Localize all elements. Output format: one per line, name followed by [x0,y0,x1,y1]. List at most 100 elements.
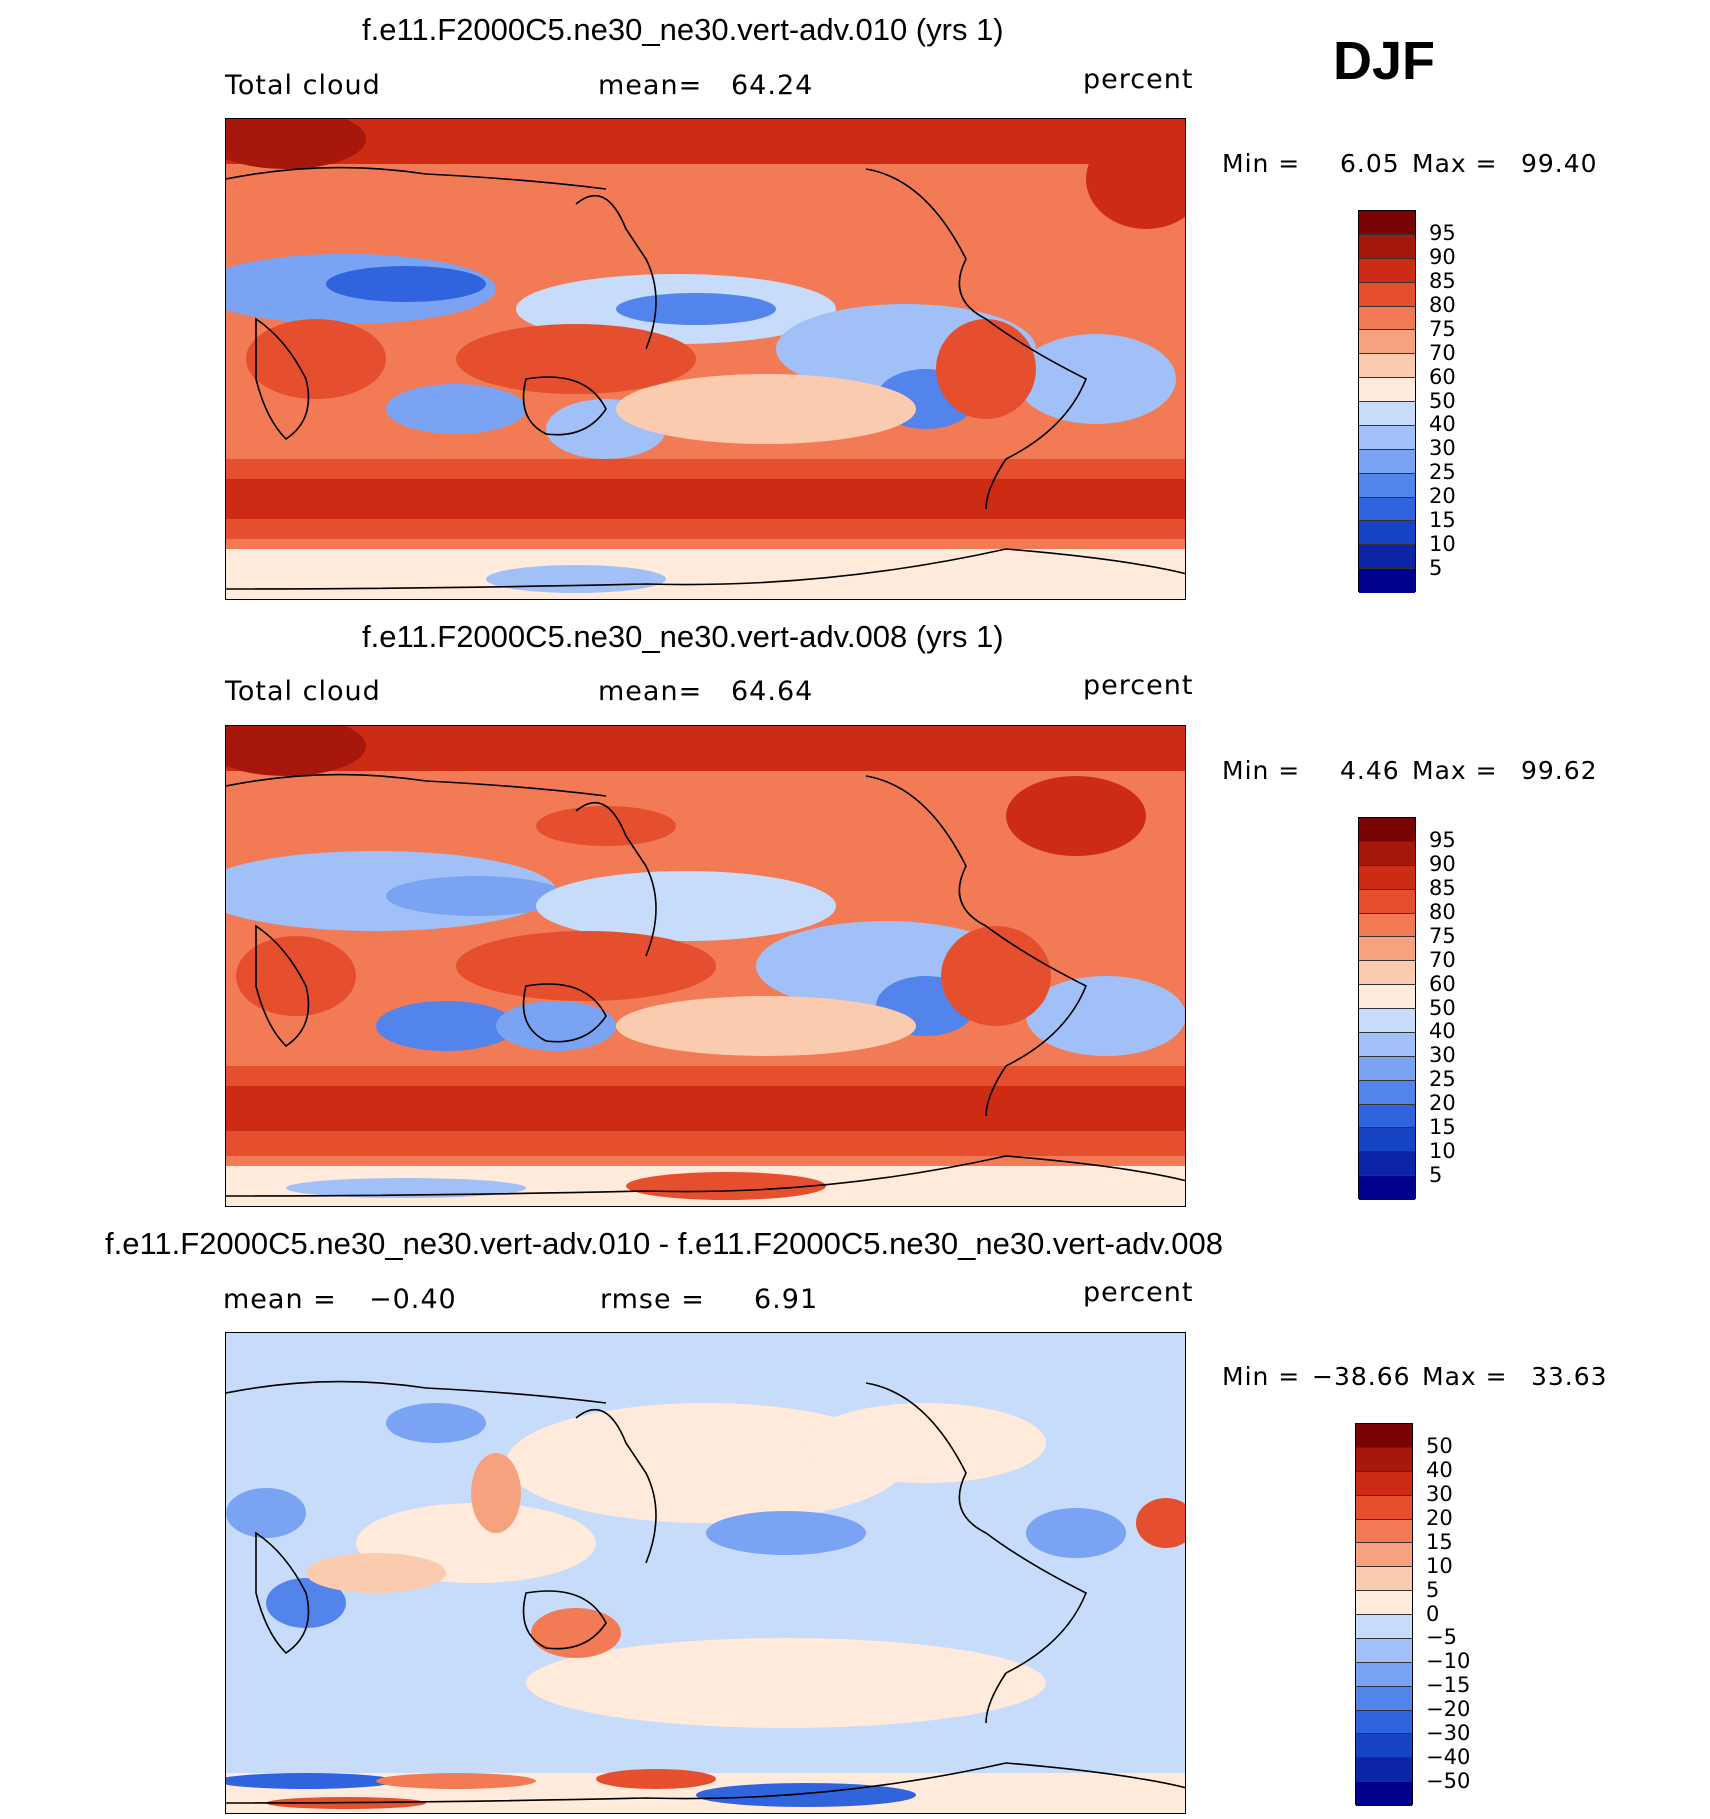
p3-coastline [522,1590,607,1650]
panel2-field [226,726,1185,1206]
p3-blob [306,1553,446,1593]
panel2-min-label: Min = [1222,756,1301,785]
p2-blob [236,936,356,1016]
p3-blob [386,1403,486,1443]
p2-blob [1026,976,1185,1056]
colorbar-tick-label: 60 [1429,364,1456,389]
p1-blob [486,565,666,593]
p1-arctic [226,119,1185,164]
panel2-variable-label: Total cloud [225,676,381,707]
panel3-rmse-label: rmse = [600,1284,705,1315]
p2-southern-core [226,1086,1185,1131]
p2-coastline [865,775,1088,1117]
colorbar-tick-label: 95 [1429,221,1456,246]
p2-blob [376,1001,516,1051]
colorbar-tick-label: 5 [1426,1577,1440,1602]
panel2-min-value: 4.46 [1340,756,1400,785]
colorbar-segment [1359,354,1415,379]
colorbar-segment [1356,1615,1412,1639]
panel3-mean-label: mean = [223,1284,337,1315]
colorbar-tick-label: 15 [1426,1529,1453,1554]
p1-coastline [226,548,1185,590]
colorbar-segment [1359,306,1415,331]
colorbar-segment [1359,1009,1415,1033]
panel1-map [225,118,1186,600]
colorbar-tick-label: 85 [1429,269,1456,294]
colorbar-tick-label: 25 [1429,460,1456,485]
colorbar-tick-label: 50 [1429,388,1456,413]
colorbar-segment [1359,425,1415,450]
panel1-units: percent [1083,64,1194,95]
p1-coastline [575,194,657,350]
p3-blob [1136,1498,1185,1548]
panel3-min-value: −38.66 [1312,1362,1411,1391]
panel2-units: percent [1083,670,1194,701]
colorbar-tick-label: 10 [1429,1138,1456,1163]
colorbar-tick-label: 75 [1429,923,1456,948]
p3-blob [696,1783,916,1807]
colorbar-tick-label: 10 [1426,1553,1453,1578]
p3-blob [706,1511,866,1555]
panel1-colorbar [1358,210,1416,593]
panel2-title: f.e11.F2000C5.ne30_ne30.vert-adv.008 (yr… [362,619,1004,654]
p2-blob [626,1172,826,1200]
colorbar-segment [1359,865,1415,890]
p3-coastline [226,1380,607,1404]
colorbar-tick-label: 25 [1429,1067,1456,1092]
colorbar-tick-label: 40 [1426,1458,1453,1483]
p3-blob [596,1769,716,1789]
colorbar-segment [1359,258,1415,283]
panel3-min-label: Min = [1222,1362,1301,1391]
p3-coastline [226,1762,1185,1804]
panel3-field [226,1333,1185,1813]
colorbar-segment [1359,497,1415,522]
colorbar-tick-label: 40 [1429,412,1456,437]
colorbar-tick-label: −20 [1426,1697,1471,1721]
p2-blob [941,926,1051,1026]
season-label: DJF [1333,31,1436,91]
p1-blob [326,266,486,302]
p1-coastline [255,317,310,441]
colorbar-segment [1359,1152,1415,1177]
p1-blob [1086,129,1185,229]
p3-coastline [575,1408,657,1564]
p3-blob [226,1773,396,1789]
panel3-map [225,1332,1186,1814]
colorbar-tick-label: 95 [1429,828,1456,853]
colorbar-segment [1359,841,1415,866]
panel1-mean-value: 64.24 [731,70,814,101]
p1-blob [936,319,1036,419]
colorbar-tick-label: 15 [1429,507,1456,532]
p2-coastline [226,1155,1185,1197]
colorbar-segment [1359,449,1415,474]
panel2-mean-label: mean= [598,676,703,707]
colorbar-tick-label: −30 [1426,1720,1471,1745]
colorbar-segment [1359,569,1415,593]
colorbar-segment [1359,545,1415,570]
panel3-colorbar [1355,1423,1413,1806]
p1-blob [1016,334,1176,424]
panel2-colorbar [1358,817,1416,1200]
colorbar-segment [1359,1104,1415,1129]
panel3-title: f.e11.F2000C5.ne30_ne30.vert-adv.010 - f… [105,1226,1223,1261]
colorbar-segment [1359,913,1415,938]
p2-blob [1006,776,1146,856]
colorbar-segment [1359,985,1415,1009]
colorbar-segment [1359,1056,1415,1081]
colorbar-tick-label: 85 [1429,876,1456,901]
colorbar-tick-label: 80 [1429,900,1456,924]
p2-coastline [226,773,607,797]
colorbar-segment [1359,521,1415,546]
p3-blob [471,1453,521,1533]
p1-blob [456,324,696,394]
p1-blob [386,384,526,434]
p3-blob [506,1403,906,1523]
p1-coastline [865,168,1088,510]
colorbar-segment [1359,1032,1415,1057]
colorbar-tick-label: 50 [1429,995,1456,1020]
p2-coastline [575,801,657,957]
panel1-min-value: 6.05 [1340,149,1400,178]
colorbar-tick-label: 5 [1429,555,1443,580]
p2-arctic [226,726,1185,771]
colorbar-tick-label: 90 [1429,852,1456,877]
